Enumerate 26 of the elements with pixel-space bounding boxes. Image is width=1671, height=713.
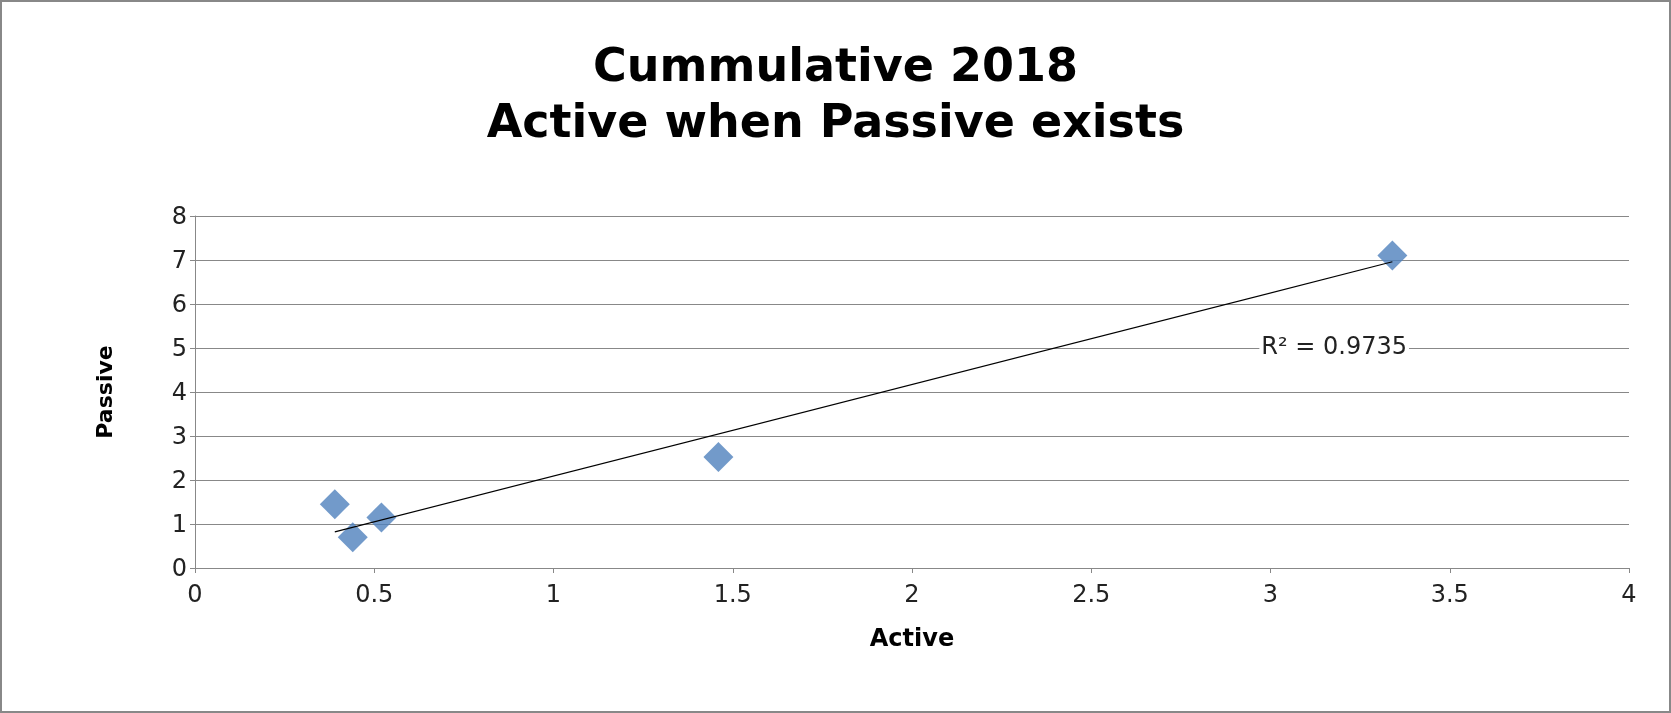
- y-tick-label: 0: [171, 554, 187, 582]
- y-tick-label: 4: [171, 378, 187, 406]
- x-tick-label: 3: [1262, 580, 1279, 608]
- x-tick-label: 0.5: [355, 580, 394, 608]
- x-tick-label: 4: [1621, 580, 1637, 608]
- x-tick-label: 3.5: [1430, 580, 1469, 608]
- point: [1377, 240, 1408, 271]
- point: [703, 442, 734, 473]
- point: [366, 502, 397, 533]
- x-tick-label: 2.5: [1072, 580, 1111, 608]
- y-tick-label: 3: [171, 422, 187, 450]
- annotation: R² = 0.9735: [1261, 332, 1407, 360]
- x-axis-title: Active: [869, 624, 955, 652]
- y-tick-label: 5: [171, 334, 187, 362]
- y-tick-label: 7: [171, 246, 187, 274]
- y-tick-label: 8: [171, 202, 187, 230]
- y-tick-label: 2: [171, 466, 187, 494]
- point: [319, 489, 350, 520]
- point: [337, 522, 368, 553]
- chart-title: Cummulative 2018 Active when Passive exists: [486, 38, 1185, 148]
- y-axis-title: Passive: [91, 345, 117, 439]
- x-tick-label: 1: [545, 580, 562, 608]
- x-tick-label: 1.5: [713, 580, 752, 608]
- y-tick-label: 6: [171, 290, 187, 318]
- y-tick-label: 1: [171, 510, 187, 538]
- x-tick-label: 2: [904, 580, 920, 608]
